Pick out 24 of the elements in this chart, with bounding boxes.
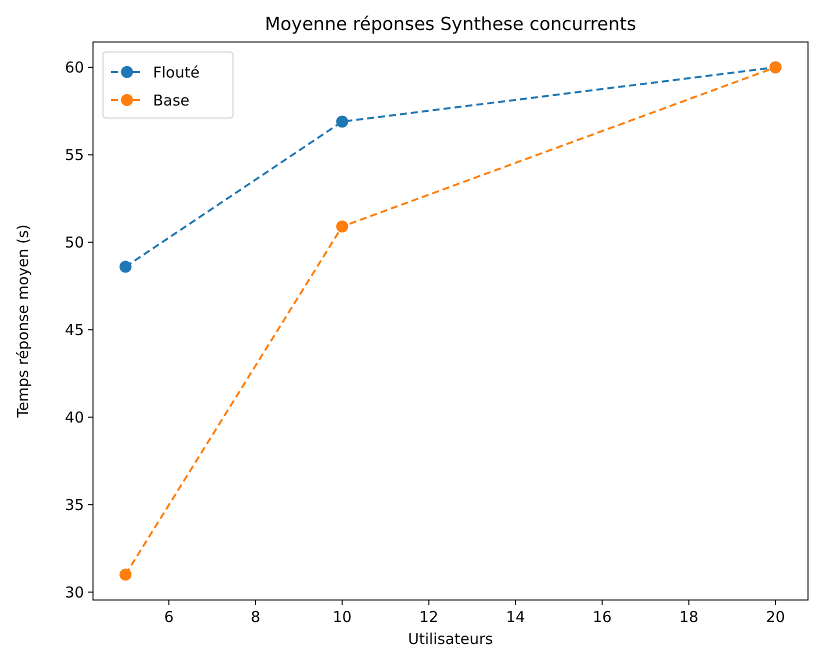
x-tick-label: 20 <box>766 608 786 626</box>
point <box>120 260 132 273</box>
y-tick-label: 55 <box>64 146 84 164</box>
x-tick-label: 12 <box>419 608 438 626</box>
y-tick-label: 60 <box>64 58 84 77</box>
point <box>120 568 132 581</box>
point <box>336 220 348 233</box>
x-tick-label: 14 <box>506 608 526 626</box>
x-tick-label: 18 <box>679 608 698 626</box>
legend-label: Flouté <box>153 63 200 82</box>
x-tick-label: 6 <box>164 608 174 626</box>
y-tick-label: 40 <box>64 408 84 426</box>
y-axis-title: Temps réponse moyen (s) <box>14 224 32 419</box>
y-tick-label: 50 <box>64 234 84 252</box>
y-tick-label: 35 <box>64 496 84 514</box>
y-tick-label: 45 <box>64 320 84 339</box>
x-tick-label: 16 <box>592 608 612 626</box>
x-tick-label: 8 <box>250 608 260 626</box>
chart-title: Moyenne réponses Synthese concurrents <box>264 14 636 35</box>
y-tick-label: 30 <box>64 583 84 602</box>
x-axis-title: Utilisateurs <box>408 630 494 648</box>
point <box>336 116 348 128</box>
x-tick-label: 10 <box>332 608 352 626</box>
legend-label: Base <box>153 91 190 110</box>
